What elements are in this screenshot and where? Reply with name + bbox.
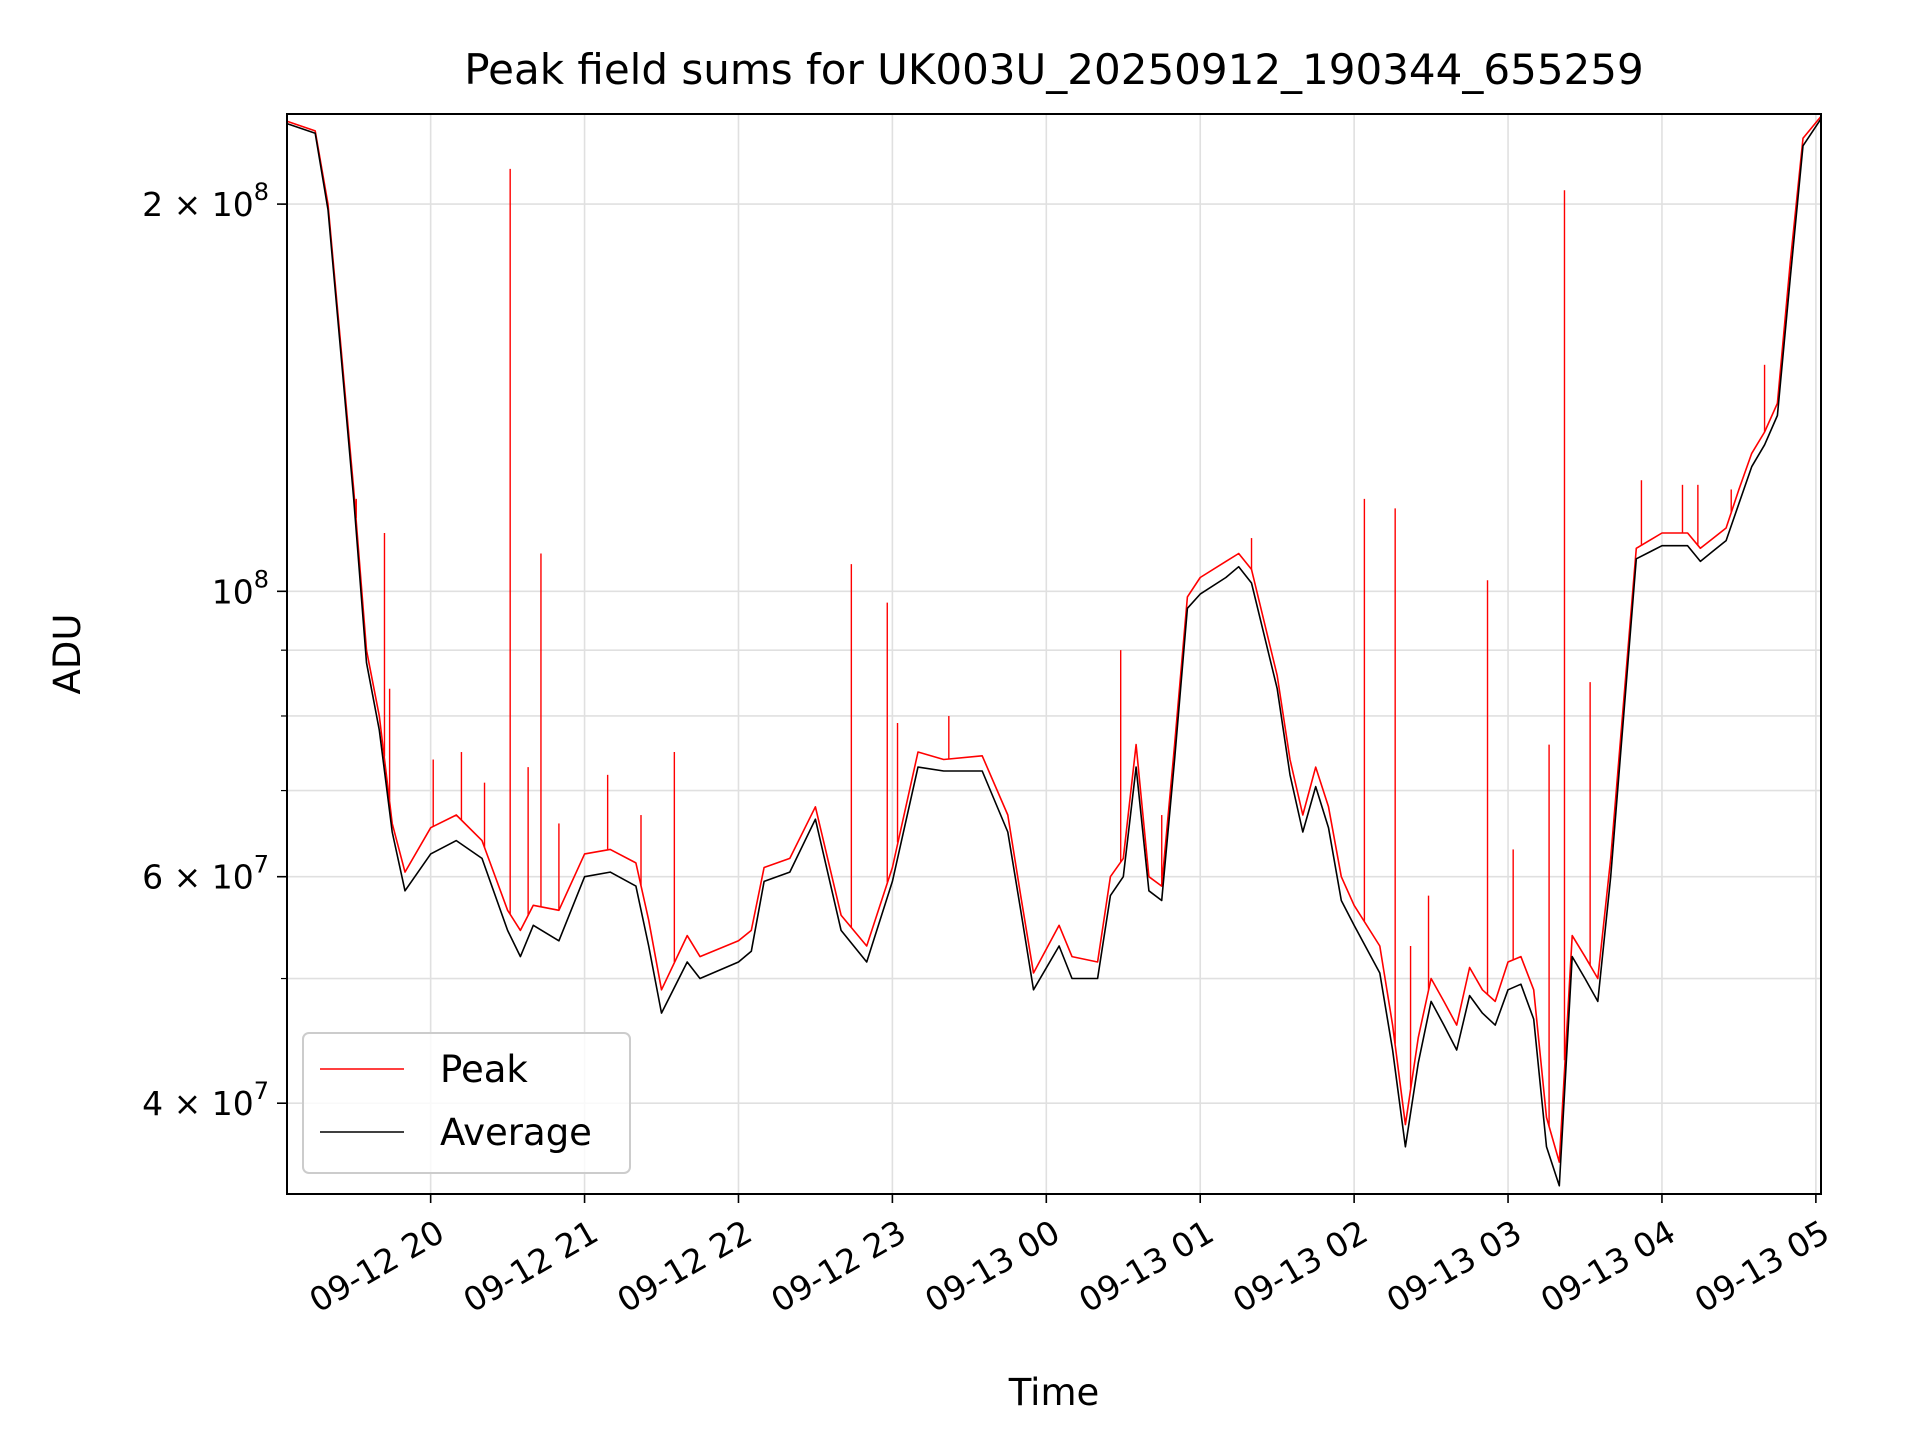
legend: Peak Average: [302, 1032, 631, 1174]
grid-lines: [287, 114, 1821, 1194]
y-tick-label: 4 × 107: [142, 1077, 269, 1123]
plot-series: [286, 115, 1822, 1187]
legend-box: [302, 1032, 631, 1174]
y-tick-label: 2 × 108: [142, 178, 269, 224]
legend-label-average: Average: [440, 1111, 592, 1154]
x-axis-label: Time: [1008, 1371, 1100, 1414]
y-axis-label: ADU: [46, 614, 89, 695]
y-tick-label: 6 × 107: [142, 851, 269, 897]
legend-label-peak: Peak: [440, 1048, 528, 1091]
series-line-peak: [286, 115, 1822, 1163]
series-line-average: [286, 118, 1822, 1187]
plot-frame: [286, 113, 1822, 1195]
chart-title: Peak field sums for UK003U_20250912_1903…: [464, 45, 1643, 94]
